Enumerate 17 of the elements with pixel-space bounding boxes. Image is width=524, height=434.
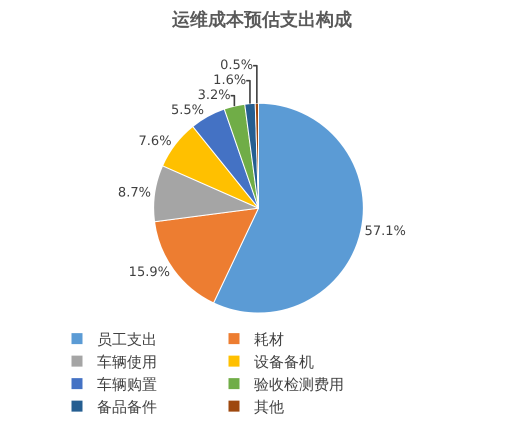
data-label: 7.6% <box>138 134 172 150</box>
chart-title: 运维成本预估支出构成 <box>171 10 352 31</box>
legend-label: 备品备件 <box>97 398 157 416</box>
data-label: 8.7% <box>118 186 151 201</box>
legend-label: 车辆购置 <box>97 375 157 394</box>
legend-label: 车辆使用 <box>97 352 157 371</box>
legend-label: 设备备机 <box>254 352 314 371</box>
legend-label: 耗材 <box>254 330 284 348</box>
data-label: 3.2% <box>198 88 231 104</box>
data-label: 5.5% <box>170 103 204 118</box>
legend-label: 验收检测费用 <box>254 375 344 394</box>
data-label: 57.1% <box>364 224 406 240</box>
legend-label: 员工支出 <box>97 330 157 348</box>
data-label: 1.6% <box>213 73 246 88</box>
legend-label: 其他 <box>254 398 284 416</box>
data-label: 15.9% <box>128 264 170 280</box>
data-label: 0.5% <box>220 58 254 74</box>
